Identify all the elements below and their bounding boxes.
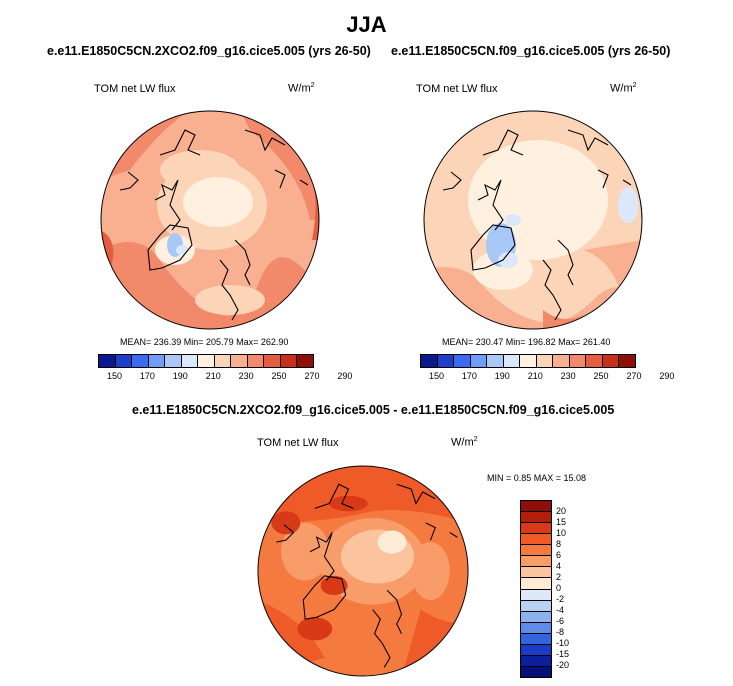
colorbar-tick-label: 230 [238,371,254,381]
colorbar-swatch [181,355,199,367]
panel-3-polar-map [257,465,469,677]
colorbar-swatch [521,655,551,667]
colorbar-tick-label: 230 [560,371,576,381]
colorbar-swatch [148,355,166,367]
colorbar-swatch [521,501,551,513]
colorbar-swatch [536,355,554,367]
colorbar-swatch [521,644,551,656]
colorbar-swatch [521,633,551,645]
colorbar-swatch [586,355,603,367]
panel-3-stats: MIN = 0.85 MAX = 15.08 [487,473,587,483]
colorbar-swatch [521,534,551,546]
colorbar-tick-label: 15 [556,517,567,527]
colorbar-swatch [247,355,265,367]
colorbar-tick-label: 250 [271,371,287,381]
panel-3-units-label: W/m2 [451,436,478,449]
colorbar-swatch [521,666,551,677]
colorbar-swatch [553,355,570,367]
colorbar-swatch [437,355,455,367]
colorbar-swatch [99,355,116,367]
colorbar-swatch [521,611,551,623]
page-title: JJA [346,12,387,37]
colorbar-tick-label: -6 [556,616,565,626]
colorbar-tick-label: -4 [556,605,565,615]
panel-1-map-boundary [100,110,320,330]
panel-2-stats: MEAN= 230.47 Min= 196.82 Max= 261.40 [442,337,611,347]
colorbar-swatch [521,600,551,612]
colorbar-tick-label: -20 [556,660,570,670]
panel-2-colorbar [420,354,636,368]
panel-2-coastlines [442,129,632,321]
colorbar-swatch [454,355,471,367]
colorbar-tick-label: -8 [556,627,565,637]
colorbar-tick-label: 150 [428,371,444,381]
colorbar-tick-label: 170 [461,371,477,381]
colorbar-swatch [214,355,232,367]
colorbar-tick-label: 2 [556,572,562,582]
colorbar-swatch [521,567,551,579]
colorbar-swatch [521,589,551,601]
colorbar-tick-label: 270 [626,371,642,381]
colorbar-tick-label: 170 [139,371,155,381]
panel-1-title: e.e11.E1850C5CN.2XCO2.f09_g16.cice5.005 … [47,44,371,58]
colorbar-swatch [115,355,133,367]
panel-2-map-boundary [423,110,643,330]
panel-3-title: e.e11.E1850C5CN.2XCO2.f09_g16.cice5.005 … [132,403,615,417]
colorbar-swatch [602,355,620,367]
colorbar-swatch [198,355,215,367]
panel-3-variable-label: TOM net LW flux [257,437,339,449]
colorbar-swatch [619,355,635,367]
panel-2-title: e.e11.E1850C5CN.f09_g16.cice5.005 (yrs 2… [391,44,671,58]
colorbar-tick-label: 250 [593,371,609,381]
colorbar-swatch [487,355,504,367]
panel-2-variable-label: TOM net LW flux [416,83,498,95]
colorbar-tick-label: -15 [556,649,570,659]
colorbar-swatch [520,355,537,367]
panel-3-colorbar [520,500,552,678]
panel-3-colorbar-ticks: 20 15 10 8 6 4 2 0 -2 -4 -6 -8 -10 -15 -20 [556,500,586,676]
panel-1-units-label: W/m2 [288,82,315,95]
colorbar-tick-label: 0 [556,583,562,593]
panel-1-variable-label: TOM net LW flux [94,83,176,95]
panel-3-map-boundary [257,465,469,677]
colorbar-tick-label: 210 [205,371,221,381]
colorbar-tick-label: 270 [304,371,320,381]
colorbar-swatch [521,578,551,590]
colorbar-tick-label: 8 [556,539,562,549]
colorbar-tick-label: -10 [556,638,570,648]
panel-2-units-label: W/m2 [610,82,637,95]
colorbar-swatch [264,355,281,367]
colorbar-tick-label: 290 [337,371,353,381]
colorbar-tick-label: 150 [106,371,122,381]
panel-1-coastlines [119,129,309,321]
colorbar-tick-label: 4 [556,561,562,571]
colorbar-swatch [421,355,438,367]
colorbar-swatch [521,556,551,568]
colorbar-tick-label: -2 [556,594,565,604]
colorbar-swatch [132,355,149,367]
colorbar-swatch [569,355,587,367]
colorbar-swatch [231,355,248,367]
colorbar-swatch [297,355,313,367]
colorbar-swatch [165,355,182,367]
colorbar-swatch [280,355,298,367]
colorbar-tick-label: 190 [494,371,510,381]
colorbar-swatch [521,622,551,634]
colorbar-tick-label: 190 [172,371,188,381]
panel-1-polar-map [100,110,320,330]
colorbar-tick-label: 290 [659,371,675,381]
colorbar-swatch [470,355,488,367]
colorbar-swatch [521,523,551,535]
panel-3-coastlines [276,483,458,668]
panel-1-stats: MEAN= 236.39 Min= 205.79 Max= 262.90 [120,337,289,347]
panel-2-polar-map [423,110,643,330]
colorbar-swatch [503,355,521,367]
colorbar-tick-label: 20 [556,506,567,516]
colorbar-tick-label: 210 [527,371,543,381]
colorbar-tick-label: 6 [556,550,562,560]
colorbar-swatch [521,512,551,524]
colorbar-swatch [521,545,551,557]
colorbar-tick-label: 10 [556,528,567,538]
panel-1-colorbar [98,354,314,368]
